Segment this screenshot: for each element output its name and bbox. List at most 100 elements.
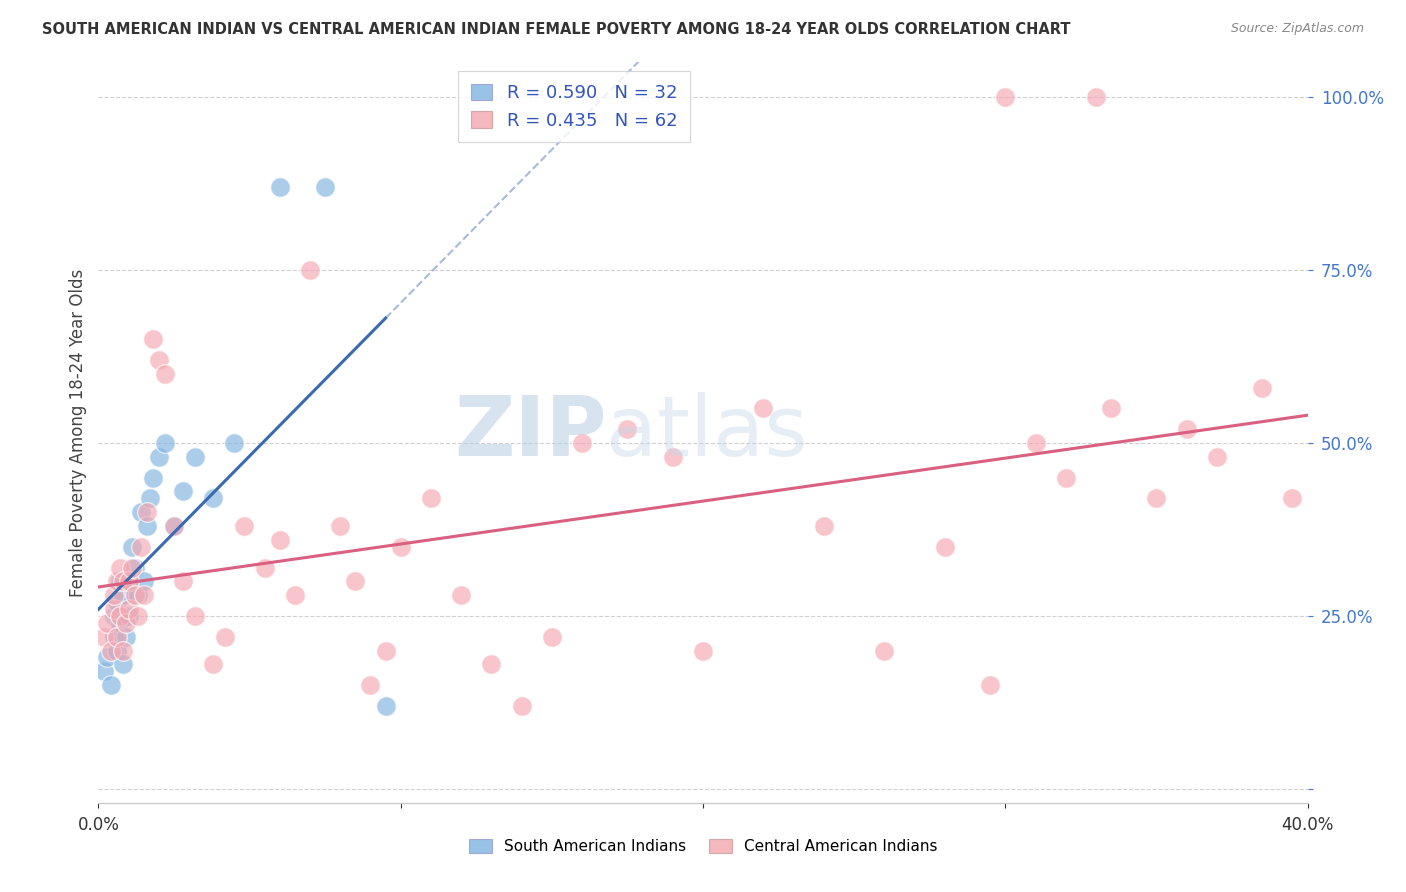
Point bbox=[172, 574, 194, 589]
Point bbox=[108, 609, 131, 624]
Point bbox=[661, 450, 683, 464]
Point bbox=[132, 574, 155, 589]
Point bbox=[108, 615, 131, 630]
Point bbox=[214, 630, 236, 644]
Point bbox=[979, 678, 1001, 692]
Point bbox=[232, 519, 254, 533]
Point bbox=[374, 698, 396, 713]
Point bbox=[481, 657, 503, 672]
Point bbox=[269, 180, 291, 194]
Point bbox=[103, 630, 125, 644]
Text: SOUTH AMERICAN INDIAN VS CENTRAL AMERICAN INDIAN FEMALE POVERTY AMONG 18-24 YEAR: SOUTH AMERICAN INDIAN VS CENTRAL AMERICA… bbox=[42, 22, 1071, 37]
Point bbox=[1175, 422, 1198, 436]
Point bbox=[184, 609, 207, 624]
Point bbox=[1054, 470, 1077, 484]
Point bbox=[135, 519, 157, 533]
Point bbox=[108, 560, 131, 574]
Point bbox=[93, 630, 115, 644]
Point bbox=[121, 540, 143, 554]
Point bbox=[994, 90, 1017, 104]
Point bbox=[1281, 491, 1303, 506]
Point bbox=[873, 643, 896, 657]
Point bbox=[752, 401, 775, 416]
Point bbox=[1251, 381, 1274, 395]
Point bbox=[571, 436, 593, 450]
Point bbox=[934, 540, 956, 554]
Point bbox=[124, 588, 146, 602]
Point bbox=[420, 491, 443, 506]
Point bbox=[111, 574, 134, 589]
Point bbox=[129, 540, 152, 554]
Point bbox=[1144, 491, 1167, 506]
Point bbox=[329, 519, 352, 533]
Point bbox=[111, 643, 134, 657]
Point bbox=[100, 643, 122, 657]
Point bbox=[103, 609, 125, 624]
Point bbox=[105, 574, 128, 589]
Point bbox=[148, 353, 170, 368]
Point bbox=[253, 560, 276, 574]
Point bbox=[96, 650, 118, 665]
Point bbox=[93, 665, 115, 679]
Point bbox=[344, 574, 367, 589]
Point bbox=[111, 657, 134, 672]
Y-axis label: Female Poverty Among 18-24 Year Olds: Female Poverty Among 18-24 Year Olds bbox=[69, 268, 87, 597]
Point bbox=[105, 595, 128, 609]
Point bbox=[813, 519, 835, 533]
Point bbox=[616, 422, 638, 436]
Point bbox=[114, 615, 136, 630]
Point bbox=[202, 657, 225, 672]
Text: atlas: atlas bbox=[606, 392, 808, 473]
Point bbox=[224, 436, 246, 450]
Point bbox=[1024, 436, 1046, 450]
Point bbox=[314, 180, 336, 194]
Point bbox=[108, 574, 131, 589]
Point bbox=[184, 450, 207, 464]
Point bbox=[1085, 90, 1108, 104]
Point bbox=[100, 678, 122, 692]
Point bbox=[163, 519, 186, 533]
Point bbox=[103, 588, 125, 602]
Point bbox=[114, 630, 136, 644]
Point bbox=[129, 505, 152, 519]
Point bbox=[132, 588, 155, 602]
Point bbox=[127, 588, 149, 602]
Point bbox=[135, 505, 157, 519]
Point bbox=[299, 263, 322, 277]
Point bbox=[103, 602, 125, 616]
Point bbox=[172, 484, 194, 499]
Point bbox=[111, 588, 134, 602]
Point bbox=[692, 643, 714, 657]
Point bbox=[148, 450, 170, 464]
Point bbox=[118, 602, 141, 616]
Point bbox=[127, 609, 149, 624]
Point bbox=[284, 588, 307, 602]
Point bbox=[389, 540, 412, 554]
Point bbox=[105, 643, 128, 657]
Point bbox=[374, 643, 396, 657]
Point bbox=[142, 470, 165, 484]
Point bbox=[450, 588, 472, 602]
Point bbox=[105, 630, 128, 644]
Point bbox=[118, 574, 141, 589]
Point bbox=[96, 615, 118, 630]
Point bbox=[1206, 450, 1229, 464]
Point bbox=[118, 574, 141, 589]
Point bbox=[540, 630, 562, 644]
Point bbox=[121, 560, 143, 574]
Point bbox=[153, 367, 176, 381]
Point bbox=[142, 332, 165, 346]
Text: Source: ZipAtlas.com: Source: ZipAtlas.com bbox=[1230, 22, 1364, 36]
Point bbox=[1099, 401, 1122, 416]
Text: ZIP: ZIP bbox=[454, 392, 606, 473]
Point bbox=[163, 519, 186, 533]
Point bbox=[118, 609, 141, 624]
Point bbox=[153, 436, 176, 450]
Point bbox=[510, 698, 533, 713]
Point bbox=[202, 491, 225, 506]
Legend: South American Indians, Central American Indians: South American Indians, Central American… bbox=[461, 831, 945, 862]
Point bbox=[124, 560, 146, 574]
Point bbox=[269, 533, 291, 547]
Point bbox=[360, 678, 382, 692]
Point bbox=[139, 491, 162, 506]
